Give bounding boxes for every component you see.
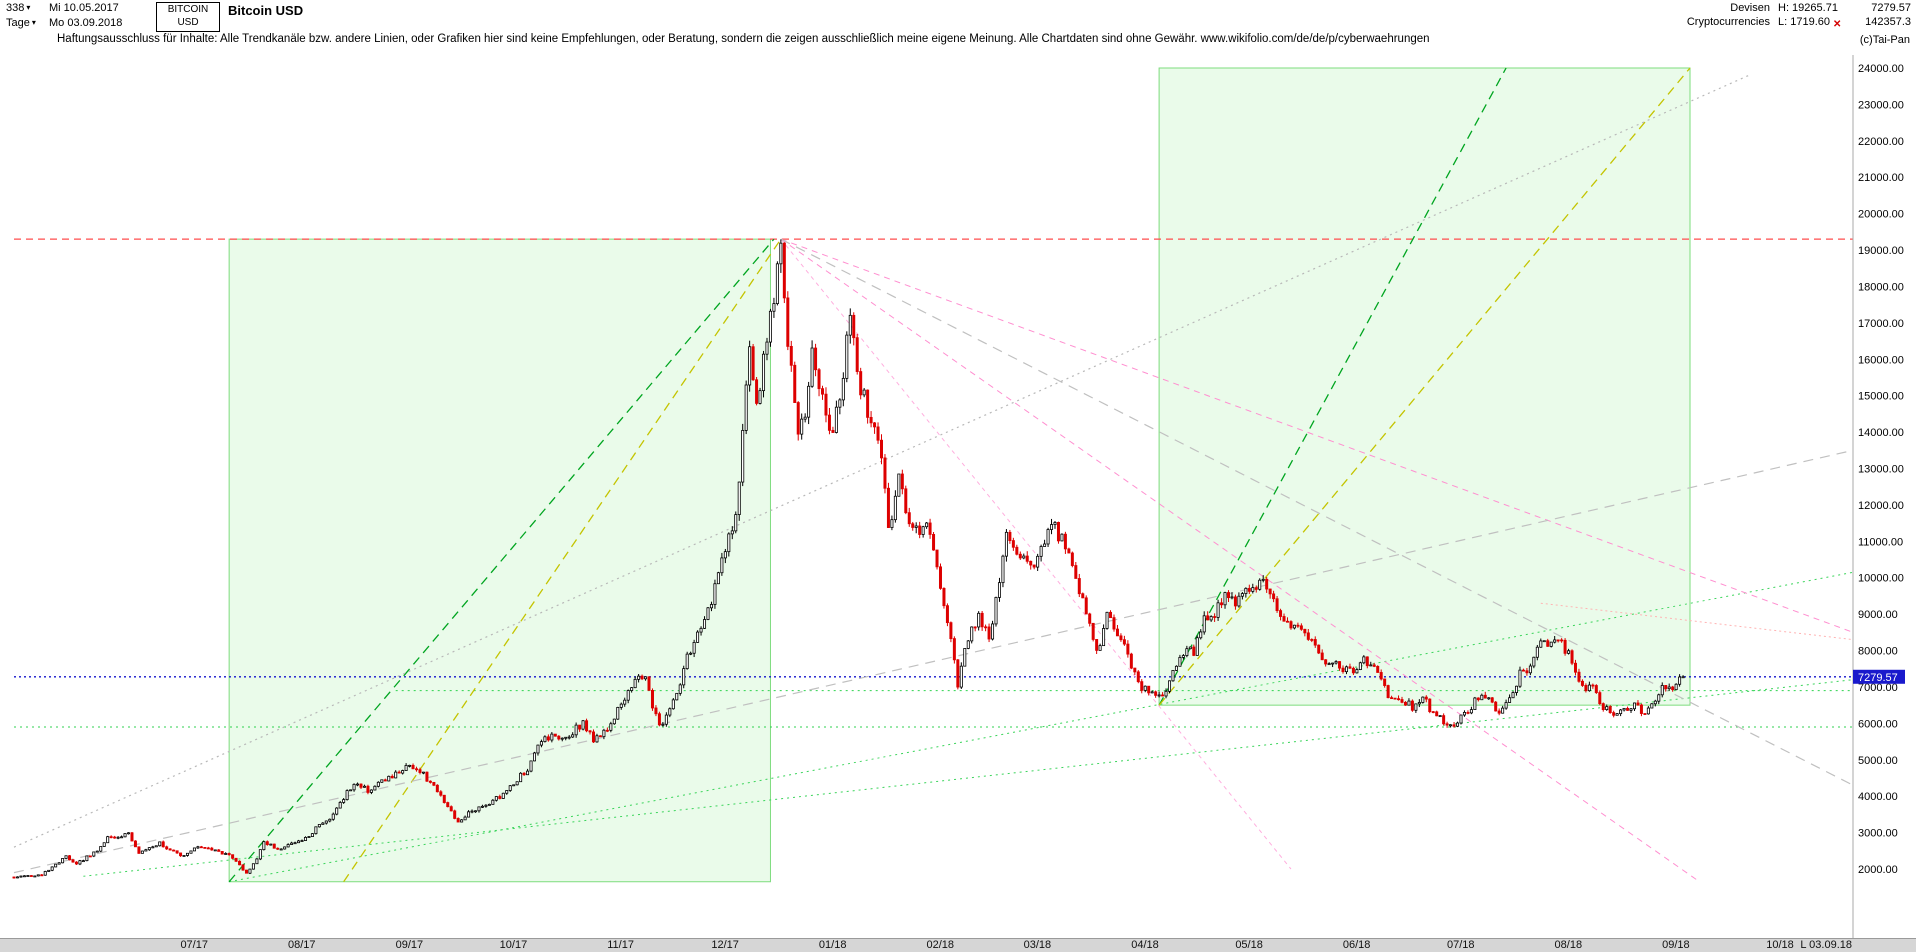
boxB-green-diagonal <box>1158 67 1507 706</box>
last-price-value: 7279.57 <box>1871 2 1911 14</box>
gray-rising-dashed <box>13 449 1853 874</box>
y-axis-tick-label: 6000.00 <box>1858 718 1898 730</box>
y-axis-tick-label: 18000.00 <box>1858 281 1904 293</box>
disclaimer-text: Haftungsausschluss für Inhalte: Alle Tre… <box>57 33 1430 45</box>
boxA-yellow-diagonal <box>343 238 782 883</box>
x-axis-tick-label: 07/18 <box>1446 939 1475 951</box>
quote-values: 7279.57 142357.3 <box>1853 1 1911 29</box>
y-axis-tick-label: 9000.00 <box>1858 609 1898 621</box>
category-labels: Devisen Cryptocurrencies <box>1620 1 1770 29</box>
x-axis-tick-label: 01/18 <box>818 939 847 951</box>
bars-count-value: 338 <box>6 2 25 14</box>
y-axis-tick-label: 7000.00 <box>1858 682 1898 694</box>
symbol-box[interactable]: BITCOIN USD <box>156 2 220 32</box>
rising-support-flat <box>83 679 1853 877</box>
y-axis-tick-label: 13000.00 <box>1858 464 1904 476</box>
last-price-tag-value: 7279.57 <box>1858 672 1898 684</box>
low-value: L: 1719.60 <box>1778 16 1830 28</box>
x-axis-tick-label: 06/18 <box>1342 939 1371 951</box>
y-axis-tick-label: 3000.00 <box>1858 828 1898 840</box>
symbol-line1: BITCOIN <box>167 4 209 15</box>
page-title: Bitcoin USD <box>228 3 304 18</box>
high-value: H: 19265.71 <box>1778 2 1838 14</box>
pink-fan-1 <box>780 238 1853 633</box>
y-axis-tick-label: 21000.00 <box>1858 172 1904 184</box>
x-axis-bar: L 03.09.18 07/17 08/17 09/17 10/17 11/17 12/1… <box>0 938 1916 952</box>
x-axis-tick-label: 08/18 <box>1554 939 1583 951</box>
y-axis-tick-label: 23000.00 <box>1858 99 1904 111</box>
y-axis-tick-label: 8000.00 <box>1858 646 1898 658</box>
bars-count-dropdown[interactable]: 338 ▾ <box>6 1 30 15</box>
x-axis-tick-label: 09/18 <box>1662 939 1690 951</box>
y-axis-tick-label: 5000.00 <box>1858 755 1898 767</box>
y-axis-tick-label: 14000.00 <box>1858 427 1904 439</box>
y-axis-tick-label: 22000.00 <box>1858 136 1904 148</box>
y-axis-tick-label: 10000.00 <box>1858 573 1904 585</box>
y-axis-tick-label: 20000.00 <box>1858 209 1904 221</box>
red-x-marker-icon: ✕ <box>1833 19 1842 30</box>
last-date-label: L 03.09.18 <box>1800 939 1852 951</box>
x-axis-tick-label: 07/17 <box>180 939 208 951</box>
period-dropdown[interactable]: Tage ▾ <box>6 16 36 30</box>
high-low-labels: H: 19265.71 L: 1719.60 <box>1778 1 1848 29</box>
boxA-green-diagonal <box>228 238 775 883</box>
candles <box>12 239 1685 879</box>
start-date-label: Mi 10.05.2017 <box>49 2 119 14</box>
y-axis-tick-label: 11000.00 <box>1858 536 1903 548</box>
pink-fan-3 <box>780 238 1292 870</box>
y-axis-tick-label: 17000.00 <box>1858 318 1904 330</box>
x-axis-tick-label: 03/18 <box>1023 939 1052 951</box>
gray-falling-dashed <box>780 238 1853 786</box>
category-line1: Devisen <box>1730 2 1770 14</box>
x-axis-tick-label: 10/18 <box>1766 939 1794 951</box>
x-axis-tick-label: 12/17 <box>711 939 739 951</box>
plot-area[interactable] <box>12 67 1853 883</box>
caret-down-icon: ▾ <box>26 3 31 12</box>
boxB-yellow-diagonal <box>1158 67 1691 706</box>
y-axis-tick-label: 19000.00 <box>1858 245 1904 257</box>
y-axis-tick-label: 24000.00 <box>1858 63 1904 75</box>
volume-value: 142357.3 <box>1865 16 1911 28</box>
y-axis-tick-label: 4000.00 <box>1858 791 1898 803</box>
category-line2: Cryptocurrencies <box>1686 16 1770 28</box>
x-axis-tick-label: 02/18 <box>926 939 955 951</box>
x-axis-tick-label: 10/17 <box>499 939 528 951</box>
x-axis-tick-label: 11/17 <box>607 939 634 951</box>
symbol-line2: USD <box>177 17 199 28</box>
period-value: Tage <box>6 17 30 29</box>
copyright-label: (c)Tai-Pan <box>1859 34 1910 46</box>
last-price-tag <box>1853 669 1905 684</box>
y-axis-tick-label: 2000.00 <box>1858 864 1898 876</box>
y-axis-tick-label: 15000.00 <box>1858 391 1904 403</box>
y-axis-tick-label: 16000.00 <box>1858 354 1904 366</box>
x-axis-tick-label: 08/17 <box>288 939 316 951</box>
x-axis-tick-label: 04/18 <box>1131 939 1159 951</box>
x-axis-tick-label: 05/18 <box>1235 939 1263 951</box>
y-axis-tick-label: 12000.00 <box>1858 500 1904 512</box>
end-date-label: Mo 03.09.2018 <box>49 17 123 29</box>
caret-down-icon: ▾ <box>31 18 36 27</box>
x-axis-tick-label: 09/17 <box>395 939 424 951</box>
